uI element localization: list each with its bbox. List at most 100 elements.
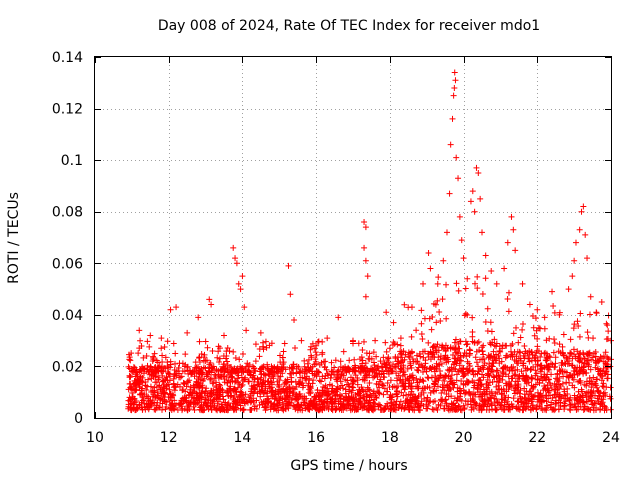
data-point (443, 229, 450, 236)
data-point (126, 354, 133, 361)
data-point (324, 402, 331, 409)
y-tick-label: 0.02 (52, 359, 83, 375)
data-point (455, 175, 462, 182)
data-point (504, 296, 511, 303)
data-point (534, 357, 541, 364)
data-point (538, 350, 545, 357)
data-point (443, 372, 450, 379)
data-point (564, 355, 571, 362)
data-point (352, 372, 359, 379)
data-point (386, 384, 393, 391)
data-point (164, 338, 171, 345)
data-point (267, 368, 274, 375)
data-point (162, 354, 169, 361)
data-point (144, 338, 151, 345)
data-point (534, 335, 541, 342)
data-point (588, 384, 595, 391)
data-point (453, 397, 460, 404)
data-point (468, 406, 475, 413)
data-point (469, 329, 476, 336)
data-point (297, 378, 304, 385)
data-point (561, 400, 568, 407)
data-point (471, 339, 478, 346)
data-point (206, 361, 213, 368)
data-point (529, 404, 536, 411)
data-point (230, 399, 237, 406)
data-point (362, 360, 369, 367)
data-point (402, 400, 409, 407)
data-point (497, 401, 504, 408)
data-point (167, 361, 174, 368)
data-point (370, 388, 377, 395)
data-point (413, 375, 420, 382)
data-point (475, 368, 482, 375)
data-point (383, 388, 390, 395)
data-point (332, 406, 339, 413)
data-point (338, 407, 345, 414)
data-point (314, 368, 321, 375)
data-point (366, 380, 373, 387)
data-point (603, 336, 610, 343)
data-point (337, 384, 344, 391)
data-point (257, 365, 264, 372)
data-point (275, 402, 282, 409)
data-point (136, 327, 143, 334)
data-point (284, 401, 291, 408)
data-point (420, 403, 427, 410)
data-point (313, 342, 320, 349)
data-point (259, 343, 266, 350)
data-point (149, 368, 156, 375)
data-point (268, 392, 275, 399)
data-point (384, 380, 391, 387)
data-point (543, 337, 550, 344)
data-point (393, 384, 400, 391)
data-point (486, 360, 493, 367)
data-point (543, 362, 550, 369)
data-point (484, 372, 491, 379)
data-point (329, 385, 336, 392)
data-point (130, 401, 137, 408)
data-point (319, 373, 326, 380)
data-point (452, 77, 459, 84)
data-point (447, 141, 454, 148)
data-point (251, 376, 258, 383)
data-point (430, 388, 437, 395)
data-point (518, 368, 525, 375)
data-point (443, 400, 450, 407)
data-point (215, 367, 222, 374)
data-point (346, 388, 353, 395)
data-point (411, 393, 418, 400)
data-point (147, 397, 154, 404)
data-point (210, 404, 217, 411)
data-point (545, 395, 552, 402)
data-point (426, 365, 433, 372)
data-point (309, 400, 316, 407)
data-point (604, 375, 611, 382)
data-point (566, 372, 573, 379)
data-point (444, 345, 451, 352)
data-point (448, 400, 455, 407)
data-point (425, 249, 432, 256)
data-point (519, 326, 526, 333)
data-point (383, 360, 390, 367)
data-point (385, 405, 392, 412)
data-point (588, 394, 595, 401)
data-point (216, 355, 223, 362)
data-point (586, 377, 593, 384)
data-point (577, 310, 584, 317)
data-point (338, 393, 345, 400)
data-point (543, 354, 550, 361)
data-point (160, 390, 167, 397)
points-layer (125, 69, 614, 414)
data-point (578, 208, 585, 215)
data-point (554, 371, 561, 378)
data-point (304, 360, 311, 367)
data-point (371, 362, 378, 369)
data-point (154, 392, 161, 399)
data-point (449, 115, 456, 122)
data-point (327, 374, 334, 381)
data-point (541, 325, 548, 332)
data-point (589, 400, 596, 407)
data-point (501, 265, 508, 272)
